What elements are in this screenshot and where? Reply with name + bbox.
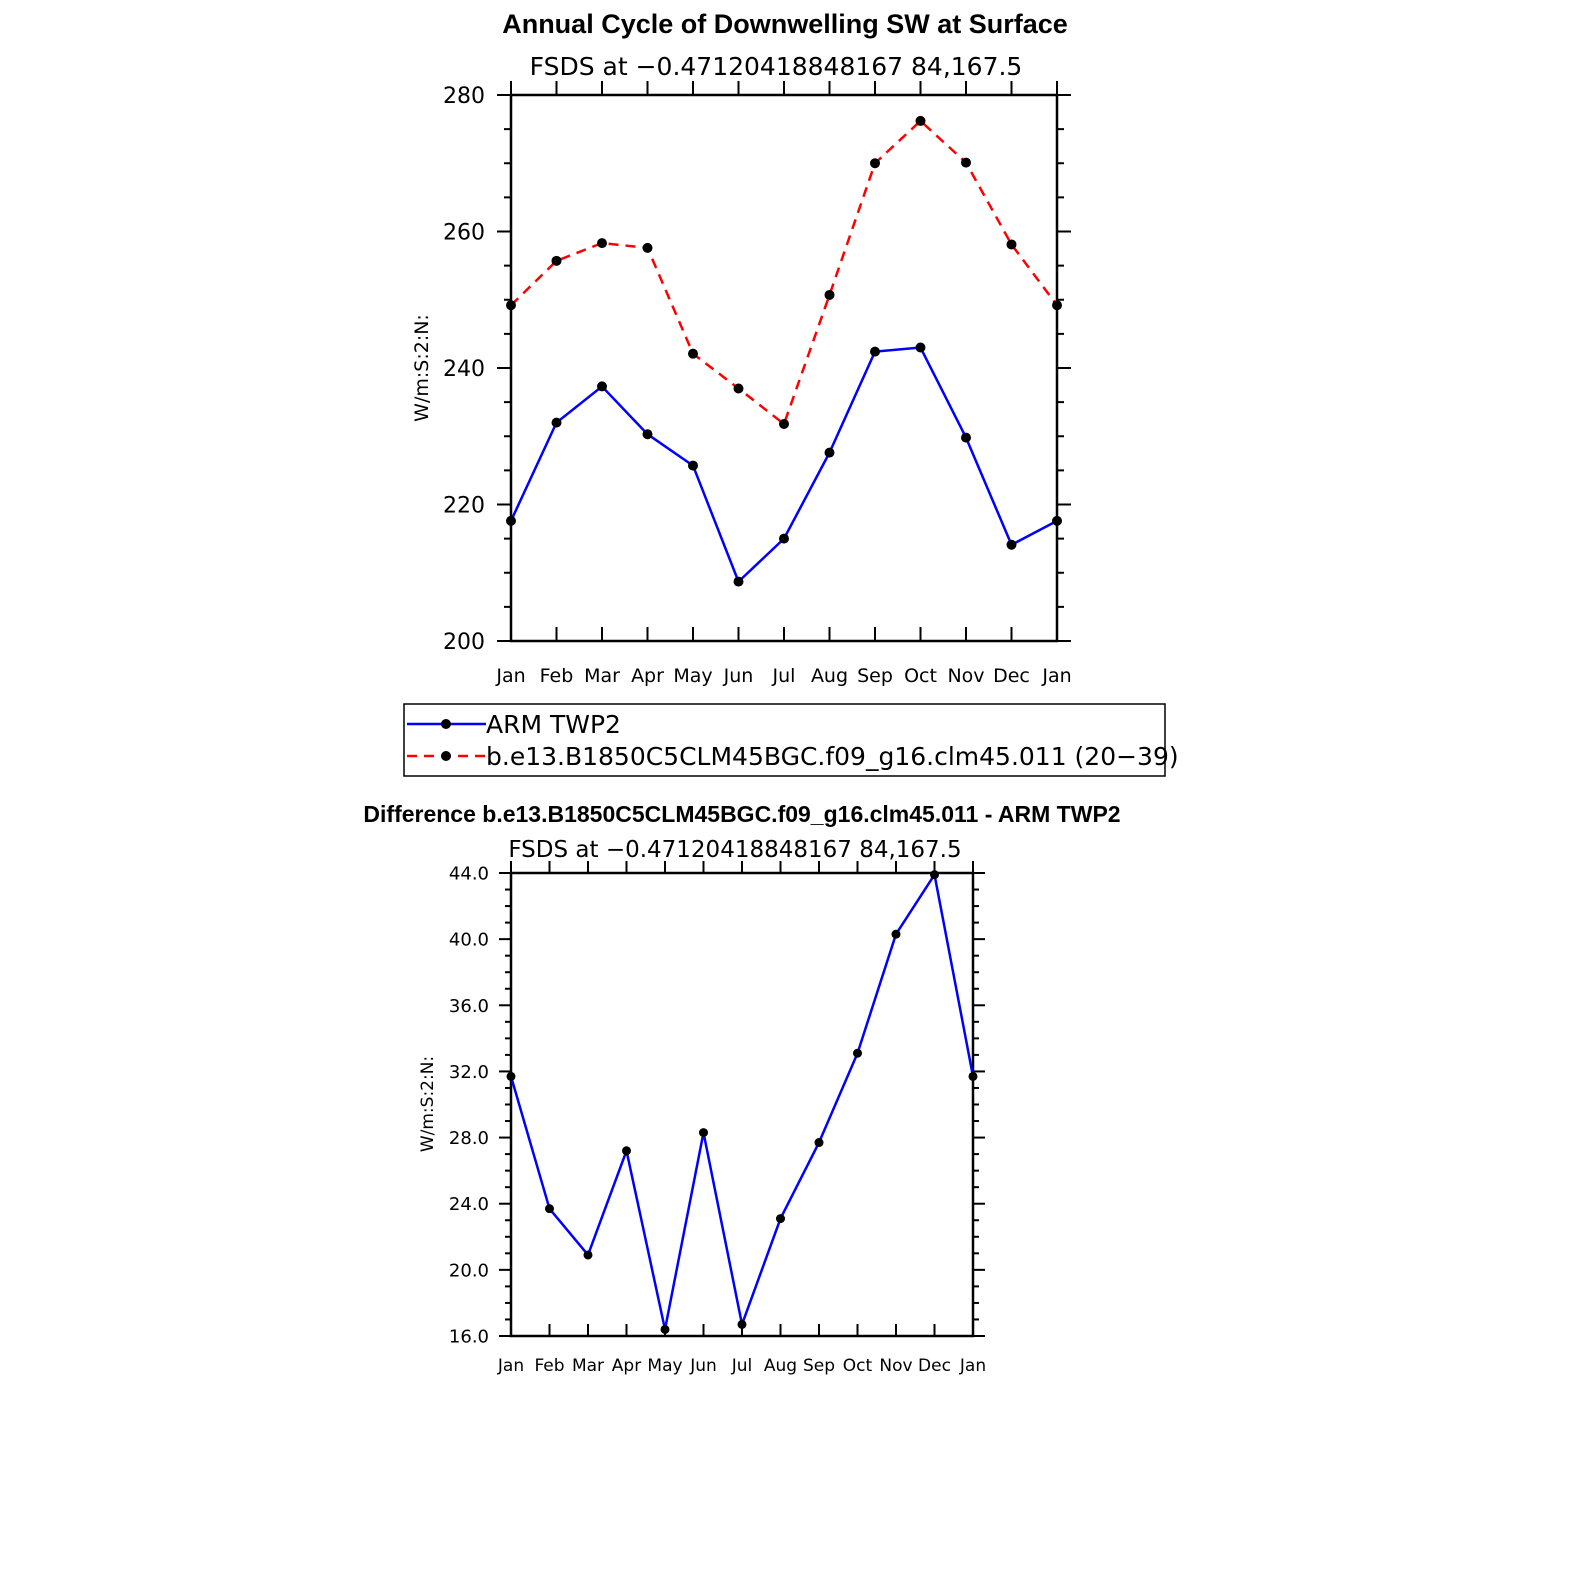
legend-label-arm-twp2: ARM TWP2	[486, 710, 621, 739]
x-tick-label: Dec	[993, 665, 1030, 687]
x-tick-label: Sep	[803, 1356, 835, 1376]
series-line-1	[510, 119, 1059, 426]
series-0-point	[779, 533, 789, 544]
series-0-point	[583, 1250, 593, 1260]
x-tick-label: Jan	[1041, 665, 1071, 687]
series-0-point	[506, 515, 516, 526]
legend-box	[403, 703, 1166, 777]
series-0-point	[853, 1048, 862, 1058]
x-tick-label: Jun	[723, 665, 754, 687]
series-0-point	[688, 460, 698, 471]
series-1-point	[506, 300, 516, 311]
x-tick-label: Oct	[904, 665, 937, 687]
y-tick-label: 24.0	[449, 1194, 489, 1215]
series-1-point	[688, 348, 698, 359]
series-0-point	[930, 870, 939, 880]
series-1-point	[915, 115, 926, 126]
series-0-point	[824, 447, 835, 458]
x-tick-label: Aug	[764, 1356, 797, 1376]
legend-label-model: b.e13.B1850C5CLM45BGC.f09_g16.clm45.011 …	[486, 742, 1179, 771]
series-0-point	[545, 1204, 554, 1214]
series-1-point	[642, 242, 653, 253]
top-chart-subtitle: FSDS at −0.47120418848167 84,167.5	[530, 52, 1023, 81]
x-tick-label: Jan	[495, 665, 525, 687]
x-tick-label: Nov	[947, 665, 984, 687]
series-0-point	[699, 1128, 708, 1138]
series-0-point	[961, 432, 971, 443]
series-1-point	[961, 157, 971, 168]
x-tick-label: May	[647, 1356, 682, 1376]
series-1-point	[1006, 239, 1017, 250]
series-1-point	[1052, 300, 1062, 311]
series-0-point	[1006, 539, 1017, 550]
series-0-point	[642, 429, 653, 440]
series-0-point	[968, 1071, 978, 1081]
x-tick-label: Nov	[879, 1356, 912, 1376]
series-1-point	[551, 255, 562, 266]
x-tick-label: Mar	[584, 665, 620, 687]
x-tick-label: Sep	[857, 665, 893, 687]
series-line-0	[509, 873, 975, 1331]
series-0-point	[660, 1324, 670, 1334]
series-0-point	[1052, 515, 1062, 526]
series-line-0	[509, 346, 1058, 583]
x-tick-label: Apr	[612, 1356, 641, 1376]
y-tick-label: 280	[443, 84, 485, 109]
series-0-point	[814, 1138, 824, 1148]
series-0-point	[776, 1214, 785, 1224]
x-tick-label: Apr	[631, 665, 664, 687]
y-tick-label: 40.0	[449, 930, 489, 951]
series-0-point	[870, 346, 880, 357]
top-chart-y-axis-label: W/m:S:2:N:	[411, 314, 433, 422]
series-1-point	[779, 418, 789, 429]
y-tick-label: 16.0	[449, 1326, 489, 1347]
bottom-chart-subtitle: FSDS at −0.47120418848167 84,167.5	[508, 837, 961, 863]
legend-marker-arm-twp2	[441, 719, 451, 729]
series-0-point	[506, 1071, 516, 1081]
series-0-point	[891, 929, 901, 939]
x-tick-label: Jul	[772, 665, 796, 687]
y-tick-label: 36.0	[449, 996, 489, 1017]
legend-entry-model: b.e13.B1850C5CLM45BGC.f09_g16.clm45.011 …	[407, 742, 1179, 771]
legend-entry-arm-twp2: ARM TWP2	[407, 710, 621, 739]
y-tick-label: 240	[443, 357, 485, 382]
x-tick-label: Jun	[689, 1356, 717, 1376]
plot-frame	[509, 871, 975, 1338]
legend-marker-model	[441, 751, 451, 761]
series-0-point	[597, 381, 607, 392]
series-1-point	[824, 289, 835, 300]
series-1-point	[870, 158, 880, 169]
series-1-point	[733, 383, 744, 394]
series-1-point	[597, 238, 607, 249]
x-tick-label: May	[673, 665, 712, 687]
y-tick-label: 220	[443, 493, 485, 518]
y-tick-label: 44.0	[449, 863, 489, 884]
x-tick-label: Dec	[918, 1356, 951, 1376]
x-tick-label: Feb	[540, 665, 574, 687]
top-chart-title: Annual Cycle of Downwelling SW at Surfac…	[502, 9, 1068, 39]
y-tick-label: 200	[443, 630, 485, 655]
bottom-chart-y-axis-label: W/m:S:2:N:	[418, 1056, 438, 1152]
series-0-point	[733, 576, 744, 587]
x-tick-label: Jan	[497, 1356, 524, 1376]
bottom-chart-plot-area: Jan Feb Mar Apr May Jun Jul Aug Sep Oct Nov Dec Jan 1…	[449, 861, 986, 1376]
x-tick-label: Oct	[843, 1356, 873, 1376]
x-tick-label: Jul	[731, 1356, 753, 1376]
y-tick-label: 20.0	[449, 1260, 489, 1281]
series-0-point	[915, 342, 926, 353]
top-chart-plot-area: Jan Feb Mar Apr May Jun Jul Aug Sep Oct Nov Dec Jan 2…	[443, 81, 1072, 687]
y-tick-label: 260	[443, 220, 485, 245]
series-0-point	[551, 417, 562, 428]
series-0-point	[622, 1146, 631, 1156]
x-tick-label: Mar	[572, 1356, 604, 1376]
y-tick-label: 28.0	[449, 1128, 489, 1149]
y-tick-label: 32.0	[449, 1062, 489, 1083]
series-0-point	[737, 1319, 747, 1329]
top-chart-legend: ARM TWP2 b.e13.B1850C5CLM45BGC.f09_g16.c…	[403, 703, 1179, 777]
x-tick-label: Aug	[811, 665, 848, 687]
x-tick-label: Feb	[534, 1356, 564, 1376]
x-tick-label: Jan	[959, 1356, 986, 1376]
bottom-chart-title: Difference b.e13.B1850C5CLM45BGC.f09_g16…	[363, 801, 1120, 827]
